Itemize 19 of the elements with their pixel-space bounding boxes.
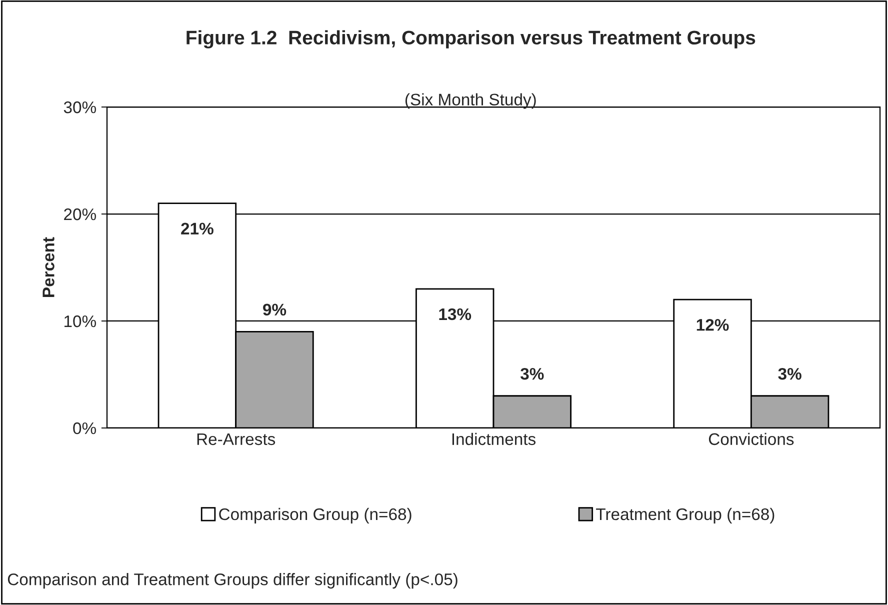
y-tick-label: 10% bbox=[64, 315, 96, 328]
data-label: 13% bbox=[439, 308, 472, 320]
data-label: 12% bbox=[696, 319, 729, 331]
y-axis-title: Percent bbox=[42, 237, 54, 297]
chart-subtitle: (Six Month Study) bbox=[405, 93, 536, 109]
data-label: 3% bbox=[778, 368, 802, 380]
y-tick-label: 20% bbox=[64, 208, 96, 220]
x-tick-label: Convictions bbox=[708, 432, 794, 446]
data-label: 3% bbox=[520, 368, 544, 380]
data-label: 21% bbox=[181, 222, 214, 234]
x-tick-label: Indictments bbox=[452, 432, 536, 446]
x-tick-label: Re-Arrests bbox=[197, 433, 276, 446]
data-label: 9% bbox=[263, 304, 286, 316]
chart-title: Figure 1.2 Recidivism, Comparison versus Treatment Groups bbox=[186, 30, 756, 48]
y-tick-label: 30% bbox=[64, 101, 96, 114]
legend-label: Treatment Group (n=68) bbox=[596, 508, 774, 524]
legend-label: Comparison Group (n=68) bbox=[219, 508, 412, 524]
y-tick-label: 0% bbox=[73, 422, 96, 434]
text: Comparison and Treatment Groups differ significantly (p<.05) bbox=[8, 573, 458, 589]
